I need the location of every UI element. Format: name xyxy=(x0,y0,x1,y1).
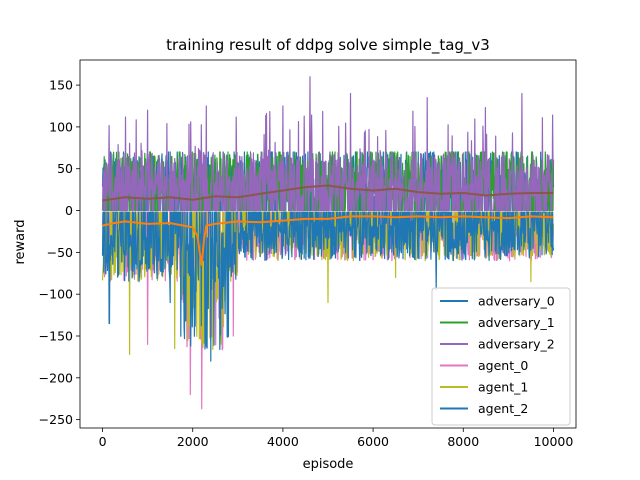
series-layer xyxy=(101,76,555,410)
legend-label-adversary_2: adversary_2 xyxy=(478,337,555,352)
y-tick-label--250: −250 xyxy=(39,412,73,427)
series-line-agent-moving-average xyxy=(102,215,554,266)
plot-frame xyxy=(79,59,577,429)
x-axis-label: episode xyxy=(303,457,354,472)
x-tick-label-0: 0 xyxy=(99,434,107,449)
y-tick-label-50: 50 xyxy=(57,161,73,176)
x-tick-label-2000: 2000 xyxy=(177,434,209,449)
y-tick-label-100: 100 xyxy=(49,119,73,134)
axes: 0 2000 4000 6000 8000 10000 −250 −200 −150 −100 −5… xyxy=(39,59,577,449)
legend-label-adversary_0: adversary_0 xyxy=(478,294,555,309)
plot-area xyxy=(101,76,555,410)
y-tick-label-0: 0 xyxy=(65,203,73,218)
series-line-adversary-2 xyxy=(101,76,555,212)
legend-label-agent_1: agent_1 xyxy=(478,380,528,395)
y-tick-label--150: −150 xyxy=(39,329,73,344)
y-tick-label--50: −50 xyxy=(47,245,73,260)
y-tick-label--200: −200 xyxy=(39,370,73,385)
x-tick-label-8000: 8000 xyxy=(447,434,479,449)
y-axis-label: reward xyxy=(13,219,28,264)
legend-label-agent_2: agent_2 xyxy=(478,401,528,416)
legend-label-adversary_1: adversary_1 xyxy=(478,315,555,330)
x-tick-label-6000: 6000 xyxy=(357,434,389,449)
series-line-adversary-moving-average xyxy=(102,184,554,202)
y-tick-label-150: 150 xyxy=(49,78,73,93)
x-tick-label-10000: 10000 xyxy=(534,434,574,449)
y-tick-label--100: −100 xyxy=(39,287,73,302)
chart-title: training result of ddpg solve simple_tag… xyxy=(166,36,490,55)
legend-label-agent_0: agent_0 xyxy=(478,358,528,373)
series-line-agent-2 xyxy=(101,211,555,362)
legend: adversary_0 adversary_1 adversary_2 agent_0… xyxy=(431,287,571,426)
x-tick-label-4000: 4000 xyxy=(267,434,299,449)
